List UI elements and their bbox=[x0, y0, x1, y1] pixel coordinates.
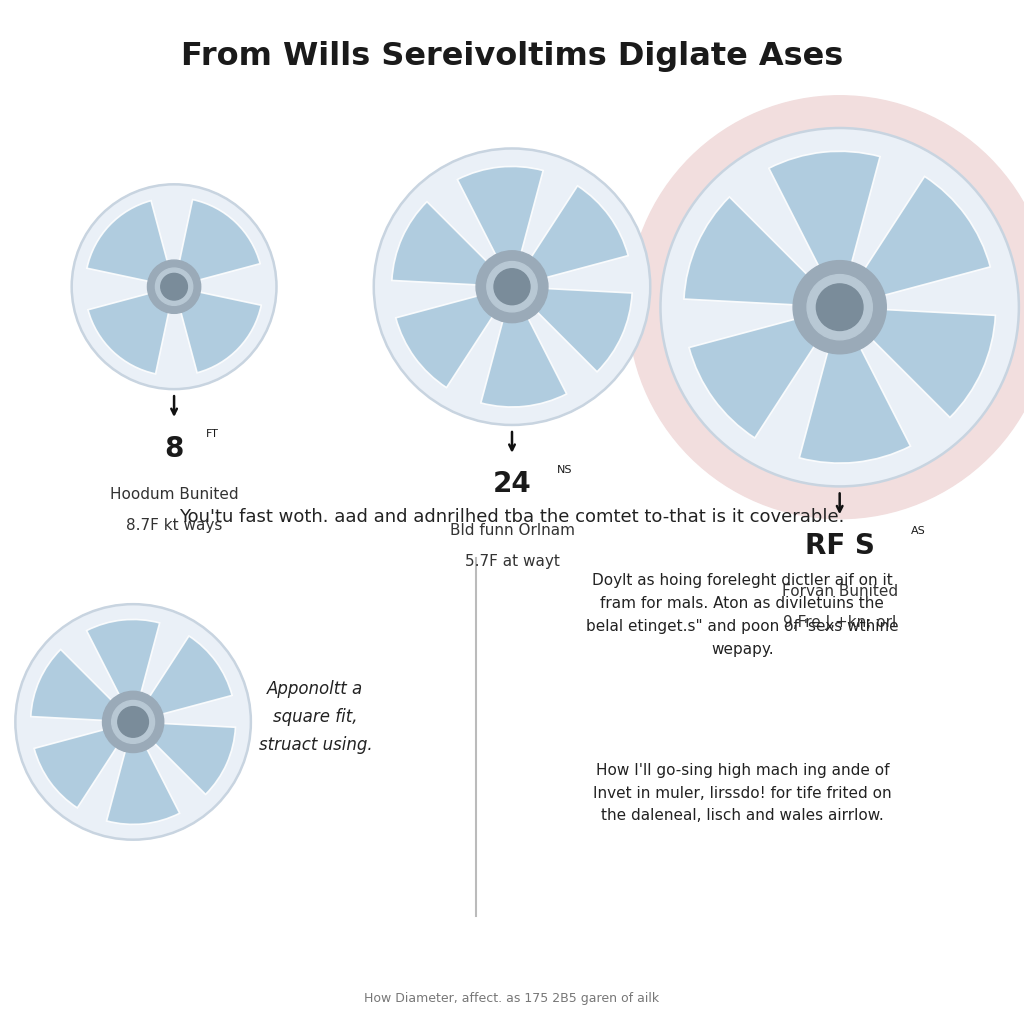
Text: 8: 8 bbox=[165, 434, 183, 463]
Wedge shape bbox=[34, 728, 120, 808]
Circle shape bbox=[816, 284, 863, 331]
Circle shape bbox=[147, 260, 201, 313]
Wedge shape bbox=[800, 340, 910, 463]
Circle shape bbox=[72, 184, 276, 389]
Circle shape bbox=[660, 128, 1019, 486]
Wedge shape bbox=[769, 152, 880, 274]
Circle shape bbox=[494, 268, 530, 305]
Circle shape bbox=[102, 691, 164, 753]
Wedge shape bbox=[179, 291, 261, 373]
Text: Hoodum Bunited: Hoodum Bunited bbox=[110, 487, 239, 502]
Text: From Wills Sereivoltims Diglate Ases: From Wills Sereivoltims Diglate Ases bbox=[181, 41, 843, 72]
Text: NS: NS bbox=[557, 465, 572, 475]
Wedge shape bbox=[481, 312, 566, 407]
Text: You'tu fast woth. aad and adnrilhed tba the comtet to-that is it coverable.: You'tu fast woth. aad and adnrilhed tba … bbox=[179, 508, 845, 526]
Wedge shape bbox=[87, 201, 169, 283]
Text: 8.7F kt ways: 8.7F kt ways bbox=[126, 518, 222, 532]
Wedge shape bbox=[396, 294, 497, 388]
Text: 9,Fre J,+kn; orl: 9,Fre J,+kn; orl bbox=[783, 615, 896, 630]
Circle shape bbox=[156, 268, 193, 305]
Text: 5.7F at wayt: 5.7F at wayt bbox=[465, 554, 559, 568]
Wedge shape bbox=[88, 292, 170, 374]
Wedge shape bbox=[684, 197, 813, 305]
Circle shape bbox=[15, 604, 251, 840]
Circle shape bbox=[112, 700, 155, 743]
Wedge shape bbox=[532, 288, 632, 372]
Wedge shape bbox=[178, 200, 260, 282]
Text: RF S: RF S bbox=[805, 531, 874, 560]
Text: FT: FT bbox=[206, 429, 219, 439]
Circle shape bbox=[807, 274, 872, 340]
Wedge shape bbox=[87, 620, 160, 700]
Wedge shape bbox=[527, 185, 628, 280]
Circle shape bbox=[793, 261, 886, 354]
Text: Forvan Bunited: Forvan Bunited bbox=[781, 585, 898, 599]
Circle shape bbox=[476, 251, 548, 323]
Wedge shape bbox=[31, 649, 116, 721]
Wedge shape bbox=[151, 723, 236, 795]
Wedge shape bbox=[106, 743, 179, 824]
Text: 24: 24 bbox=[493, 470, 531, 499]
Wedge shape bbox=[689, 316, 819, 438]
Wedge shape bbox=[860, 176, 990, 298]
Wedge shape bbox=[146, 636, 232, 716]
Text: Doylt as hoing foreleght dictler aif on it
fram for mals. Aton as diviletuins th: Doylt as hoing foreleght dictler aif on … bbox=[586, 573, 899, 656]
Circle shape bbox=[486, 261, 538, 312]
Text: AS: AS bbox=[911, 526, 926, 537]
Circle shape bbox=[628, 96, 1024, 519]
Text: Bld funn Orlnam: Bld funn Orlnam bbox=[450, 523, 574, 538]
Wedge shape bbox=[458, 167, 543, 261]
Wedge shape bbox=[392, 202, 492, 286]
Wedge shape bbox=[866, 309, 995, 418]
Circle shape bbox=[118, 707, 148, 737]
Text: Apponoltt a
square fit,
struact using.: Apponoltt a square fit, struact using. bbox=[259, 680, 372, 754]
Text: How Diameter, affect. as 175 2B5 garen of ailk: How Diameter, affect. as 175 2B5 garen o… bbox=[365, 992, 659, 1005]
Circle shape bbox=[161, 273, 187, 300]
Circle shape bbox=[374, 148, 650, 425]
Text: How I'll go-sing high mach ing ande of
Invet in muler, lirssdo! for tife frited : How I'll go-sing high mach ing ande of I… bbox=[593, 763, 892, 823]
